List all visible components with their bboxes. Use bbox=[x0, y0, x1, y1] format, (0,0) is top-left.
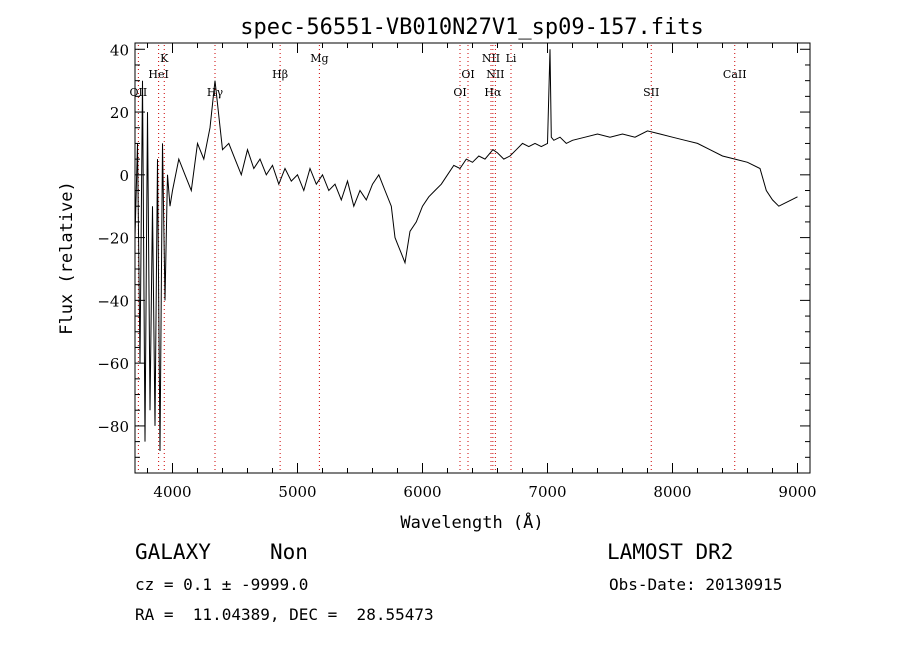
x-axis-label: Wavelength (Å) bbox=[400, 511, 543, 533]
observation-date: Obs-Date: 20130915 bbox=[609, 575, 783, 594]
line-label: NII bbox=[482, 52, 500, 65]
x-tick-label: 4000 bbox=[153, 483, 191, 501]
line-label: Hα bbox=[484, 86, 502, 99]
spectrum-line bbox=[134, 49, 798, 452]
plot-frame bbox=[134, 42, 811, 474]
line-label: CaII bbox=[723, 68, 747, 81]
line-label: K bbox=[160, 52, 169, 65]
y-axis-ticks: −80 −60 −40 −20 0 20 40 bbox=[97, 41, 810, 458]
y-tick-label: −40 bbox=[97, 292, 129, 310]
x-tick-label: 5000 bbox=[278, 483, 316, 501]
ra-dec-coordinates: RA = 11.04389, DEC = 28.55473 bbox=[135, 605, 434, 624]
y-tick-label: −80 bbox=[97, 418, 129, 436]
line-label: OI bbox=[461, 68, 474, 81]
line-label: HeI bbox=[148, 68, 168, 81]
object-subclass: Non bbox=[270, 540, 308, 564]
line-label: Hγ bbox=[207, 86, 224, 99]
line-label: Li bbox=[506, 52, 517, 65]
redshift-cz: cz = 0.1 ± -9999.0 bbox=[135, 575, 309, 594]
chart-title: spec-56551-VB010N27V1_sp09-157.fits bbox=[240, 15, 704, 40]
line-label: OI bbox=[453, 86, 466, 99]
line-label: Mg bbox=[310, 52, 328, 65]
series-group bbox=[134, 49, 798, 452]
y-tick-label: 0 bbox=[119, 167, 129, 185]
y-axis-label: Flux (relative) bbox=[57, 181, 77, 335]
line-label: NII bbox=[486, 68, 504, 81]
line-label: Hβ bbox=[272, 68, 288, 81]
x-tick-label: 8000 bbox=[653, 483, 691, 501]
x-tick-label: 6000 bbox=[403, 483, 441, 501]
object-class: GALAXY bbox=[135, 540, 211, 564]
x-tick-label: 7000 bbox=[528, 483, 566, 501]
y-tick-label: −60 bbox=[97, 355, 129, 373]
line-label: OII bbox=[130, 86, 148, 99]
y-tick-label: 20 bbox=[110, 104, 129, 122]
y-tick-label: 40 bbox=[110, 41, 129, 59]
y-tick-label: −20 bbox=[97, 230, 129, 248]
survey-name: LAMOST DR2 bbox=[607, 540, 734, 564]
line-label: SII bbox=[643, 86, 659, 99]
x-tick-label: 9000 bbox=[778, 483, 816, 501]
x-axis-ticks: 4000 5000 6000 7000 8000 9000 bbox=[147, 43, 817, 501]
